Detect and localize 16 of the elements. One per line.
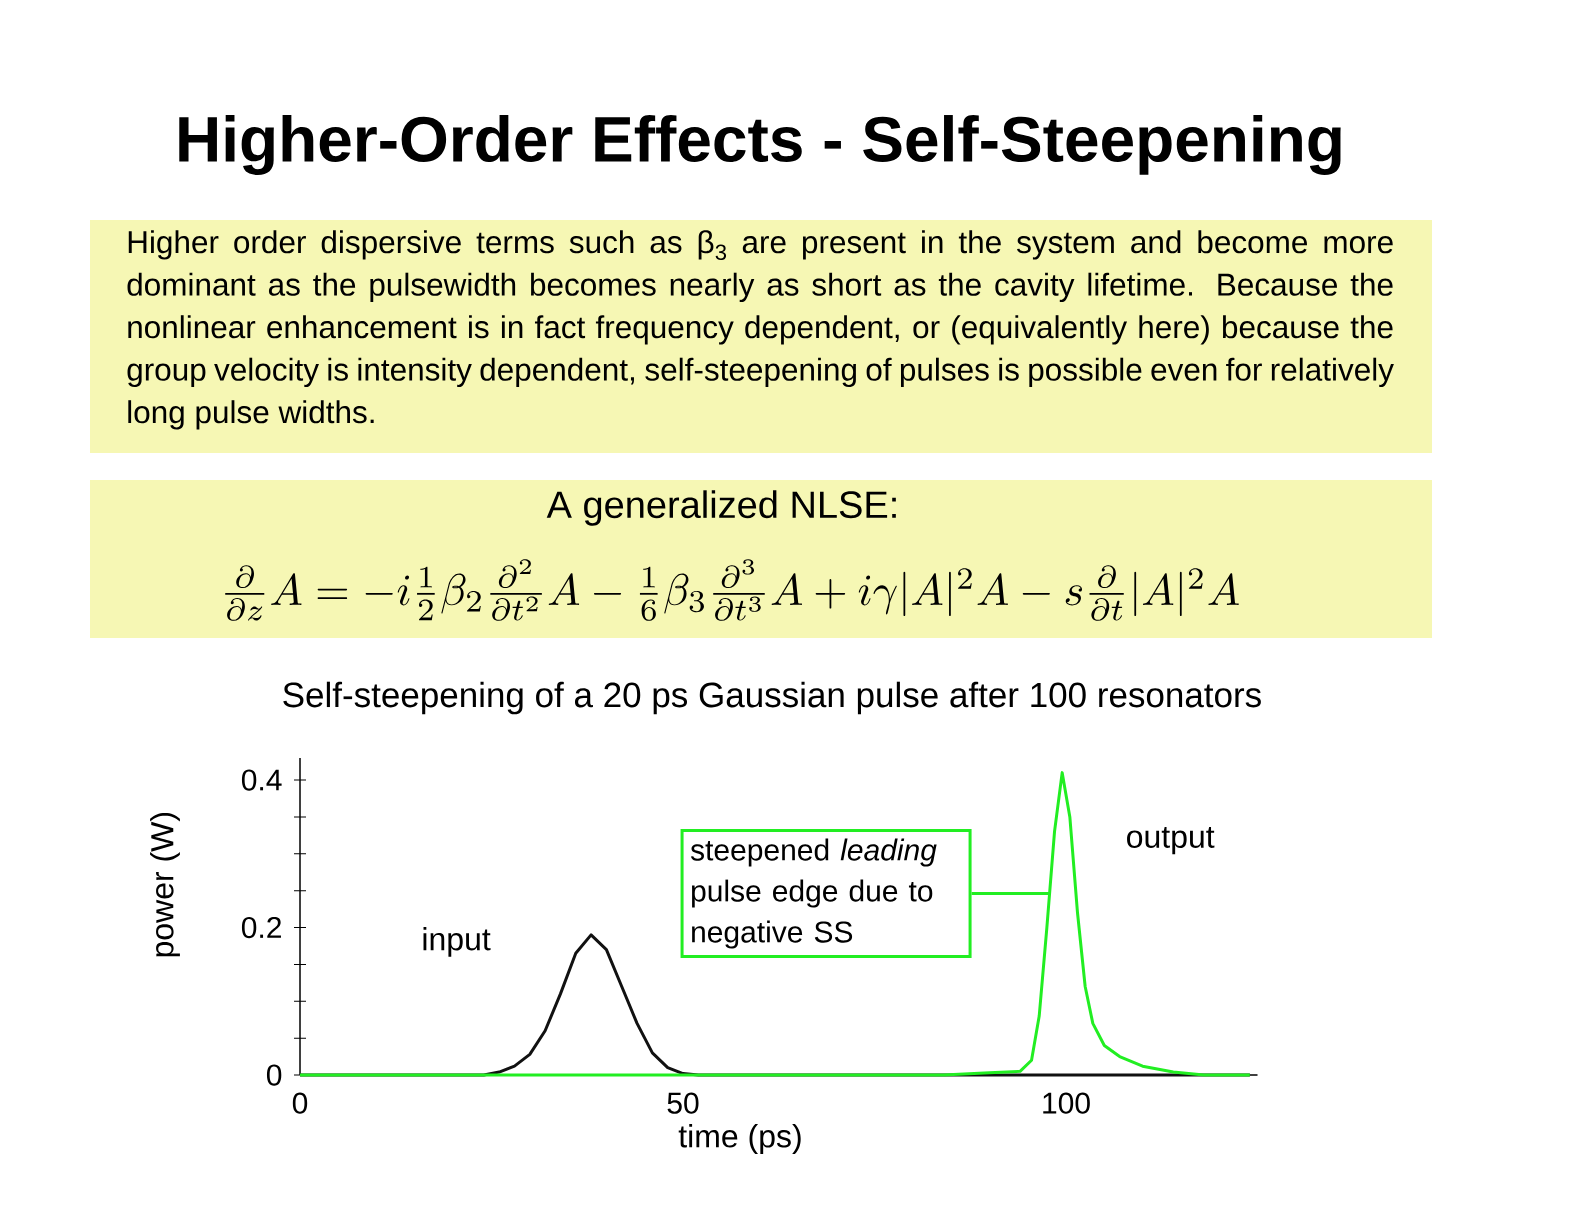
chart-subtitle: Self-steepening of a 20 ps Gaussian pulse after 100 resonators — [283, 681, 1261, 715]
y-tick-label: 0 — [266, 1064, 282, 1086]
chart-title: Higher-Order Effects - Self-Steepening — [179, 115, 1341, 175]
x-axis-title: time (ps) — [678, 1124, 801, 1154]
series-label: output — [1127, 826, 1215, 855]
y-tick-label: 0.2 — [241, 916, 281, 939]
text: A generalized NLSE: — [546, 490, 896, 526]
x-tick-label: 0 — [292, 1092, 308, 1114]
text: Higher order dispersive terms such as β$_{3}$ are present in the system and become more dominant as the pulsewidth becomes nearly as short as the cavity lifetime. Because the nonlinear enhancement is in fact frequency dependent, or (equivalently here) because the group velocity is intensity dependent, self-steepening of pulses is possible even for relatively long pulse widths. — [127, 230, 1394, 430]
x-tick-label: 50 — [667, 1092, 699, 1114]
text: input — [423, 926, 491, 957]
y-tick-label: 0.4 — [241, 769, 282, 791]
x-tick-label: 100 — [1043, 1092, 1090, 1114]
text: $\frac{\partial}{\partial z}A = -i\frac{1}{2}\beta_2\frac{\partial^2}{\partial t^2}A - \frac{1}{6}\beta_3\frac{\partial^3}{\partial t^3}A + i\gamma|A|^2A - s\frac{\partial}{\partial t}|A|^2A$ — [225, 559, 1239, 621]
annotation: steepened leading pulse edge due to negative SS — [690, 838, 937, 949]
y-axis-title: power (W) — [150, 812, 180, 957]
